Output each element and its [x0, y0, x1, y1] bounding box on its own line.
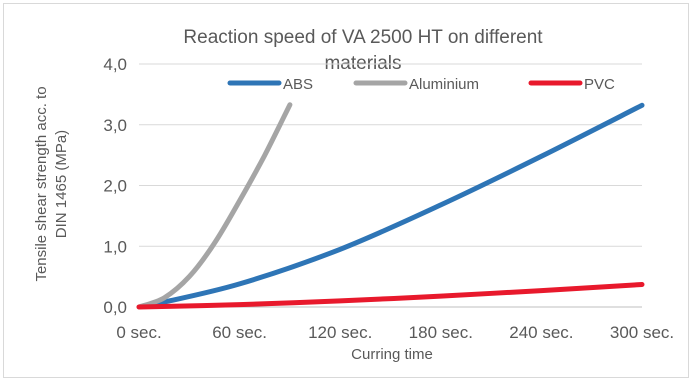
y-tick-label: 4,0 — [103, 55, 127, 74]
y-axis-title-line-2: DIN 1465 (MPa) — [53, 130, 70, 238]
x-tick-label: 300 sec. — [610, 323, 674, 342]
legend-label-abs: ABS — [283, 76, 313, 93]
gridlines — [139, 63, 642, 247]
series-lines — [136, 102, 645, 310]
x-tick-label: 0 sec. — [116, 323, 161, 342]
y-tick-label: 1,0 — [103, 237, 127, 256]
x-tick-label: 60 sec. — [212, 323, 267, 342]
legend-label-pvc: PVC — [584, 76, 615, 93]
x-axis-title: Curring time — [351, 346, 433, 363]
tick-labels: 0,0 1,0 2,0 3,0 4,0 0 sec. 60 sec. 120 sec. 180 … — [103, 55, 674, 342]
y-tick-label: 2,0 — [103, 177, 127, 196]
y-tick-label: 0,0 — [103, 298, 127, 317]
legend: ABS Aluminium PVC — [227, 76, 615, 93]
chart-title-line-1: Reaction speed of VA 2500 HT on differen… — [183, 27, 543, 48]
x-tick-label: 240 sec. — [509, 323, 573, 342]
x-tick-label: 180 sec. — [409, 323, 473, 342]
series-line-aluminium — [136, 102, 293, 310]
legend-label-aluminium: Aluminium — [409, 76, 479, 93]
x-tick-label: 120 sec. — [308, 323, 372, 342]
chart-frame — [3, 3, 689, 378]
y-axis-title-line-1: Tensile shear strength acc. to — [33, 86, 50, 281]
series-line-abs — [153, 102, 645, 307]
series-line-pvc — [136, 282, 645, 310]
y-tick-label: 3,0 — [103, 116, 127, 135]
